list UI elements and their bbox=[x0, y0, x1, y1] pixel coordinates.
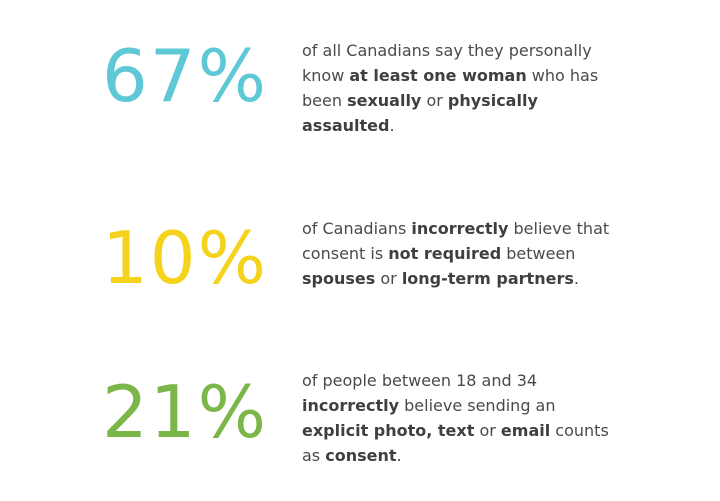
text-segment: as bbox=[302, 446, 326, 465]
text-segment: or bbox=[474, 421, 501, 440]
emphasis-text: email bbox=[500, 421, 551, 440]
description-line: explicit photo, text or email counts bbox=[302, 418, 702, 443]
text-segment: consent is bbox=[302, 244, 389, 263]
stat-description: of Canadians incorrectly believe that con… bbox=[302, 216, 702, 291]
text-segment: between bbox=[501, 244, 576, 263]
emphasis-text: long-term partners bbox=[401, 269, 574, 288]
emphasis-text: sexually bbox=[347, 91, 422, 110]
emphasis-text: at least one woman bbox=[349, 66, 527, 85]
text-segment: been bbox=[302, 91, 348, 110]
description-line: consent is not required between bbox=[302, 241, 702, 266]
text-segment: . bbox=[396, 446, 402, 465]
stat-value: 21% bbox=[101, 370, 269, 454]
text-segment: believe sending an bbox=[399, 396, 556, 415]
text-segment: of all Canadians say they personally bbox=[302, 41, 592, 60]
text-segment: of people between 18 and 34 bbox=[302, 371, 538, 390]
stat-value: 67% bbox=[101, 34, 269, 118]
emphasis-text: not required bbox=[388, 244, 502, 263]
text-segment: . bbox=[389, 116, 395, 135]
description-line: of Canadians incorrectly believe that bbox=[302, 216, 702, 241]
text-segment: counts bbox=[550, 421, 609, 440]
emphasis-text: spouses bbox=[302, 269, 376, 288]
description-line: incorrectly believe sending an bbox=[302, 393, 702, 418]
description-line: spouses or long-term partners. bbox=[302, 266, 702, 291]
emphasis-text: incorrectly bbox=[411, 219, 509, 238]
stat-description: of people between 18 and 34 incorrectly b… bbox=[302, 368, 702, 468]
text-segment: or bbox=[375, 269, 402, 288]
description-line: been sexually or physically bbox=[302, 88, 702, 113]
stat-value: 10% bbox=[101, 216, 269, 300]
description-line: assaulted. bbox=[302, 113, 702, 138]
emphasis-text: incorrectly bbox=[302, 396, 400, 415]
text-segment: of Canadians bbox=[302, 219, 412, 238]
emphasis-text: assaulted bbox=[302, 116, 390, 135]
text-segment: believe that bbox=[508, 219, 610, 238]
description-line: as consent. bbox=[302, 443, 702, 468]
emphasis-text: consent bbox=[325, 446, 397, 465]
text-segment: who has bbox=[526, 66, 599, 85]
text-segment: or bbox=[421, 91, 448, 110]
emphasis-text: explicit photo, text bbox=[302, 421, 475, 440]
text-segment: . bbox=[573, 269, 579, 288]
text-segment: know bbox=[302, 66, 350, 85]
description-line: of all Canadians say they personally bbox=[302, 38, 702, 63]
stat-description: of all Canadians say they personally know… bbox=[302, 38, 702, 138]
description-line: know at least one woman who has bbox=[302, 63, 702, 88]
emphasis-text: physically bbox=[447, 91, 538, 110]
description-line: of people between 18 and 34 bbox=[302, 368, 702, 393]
